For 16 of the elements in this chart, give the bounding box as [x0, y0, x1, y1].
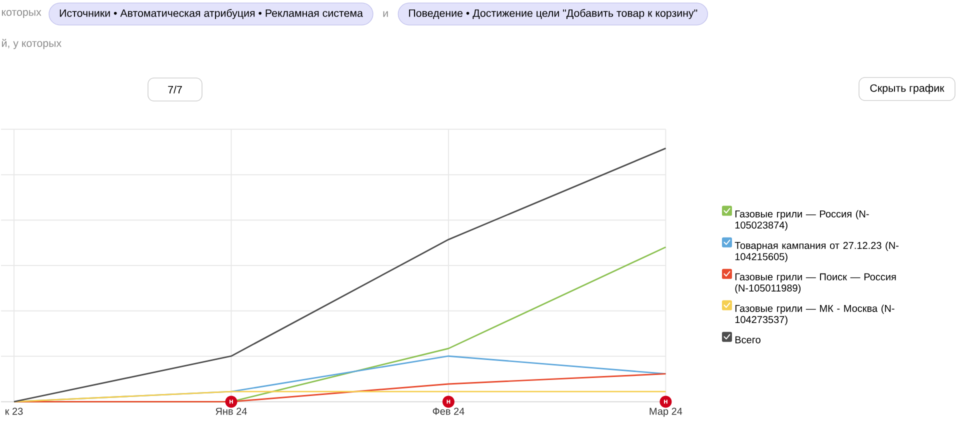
text: Источники • Автоматическая атрибуция • Рекламная система — [60, 8, 363, 20]
x-tick-label: Янв 24 — [216, 408, 247, 415]
text: и — [383, 11, 388, 17]
text: которых — [2, 10, 42, 18]
text: й, у которых — [2, 38, 62, 50]
x-tick-label: Мар 24 — [650, 408, 682, 417]
text: Поведение • Достижение цели "Добавить товар к корзину" — [409, 8, 698, 20]
legend-label: Газовые грили — Поиск — Россия (N-105011989) — [735, 273, 896, 294]
text: Скрыть график — [870, 84, 944, 94]
x-tick-label: к 23 — [6, 408, 23, 415]
legend-label: Газовые грили — Россия (N-105023874) — [735, 210, 869, 231]
legend-label: Газовые грили — МК - Москва (N-104273537) — [735, 304, 894, 326]
legend-label: Товарная кампания от 27.12.23 (N-104215605) — [734, 242, 898, 262]
text: 7/7 — [168, 86, 182, 94]
legend-label: Всего — [735, 336, 760, 344]
x-tick-label: Фев 24 — [432, 408, 464, 415]
